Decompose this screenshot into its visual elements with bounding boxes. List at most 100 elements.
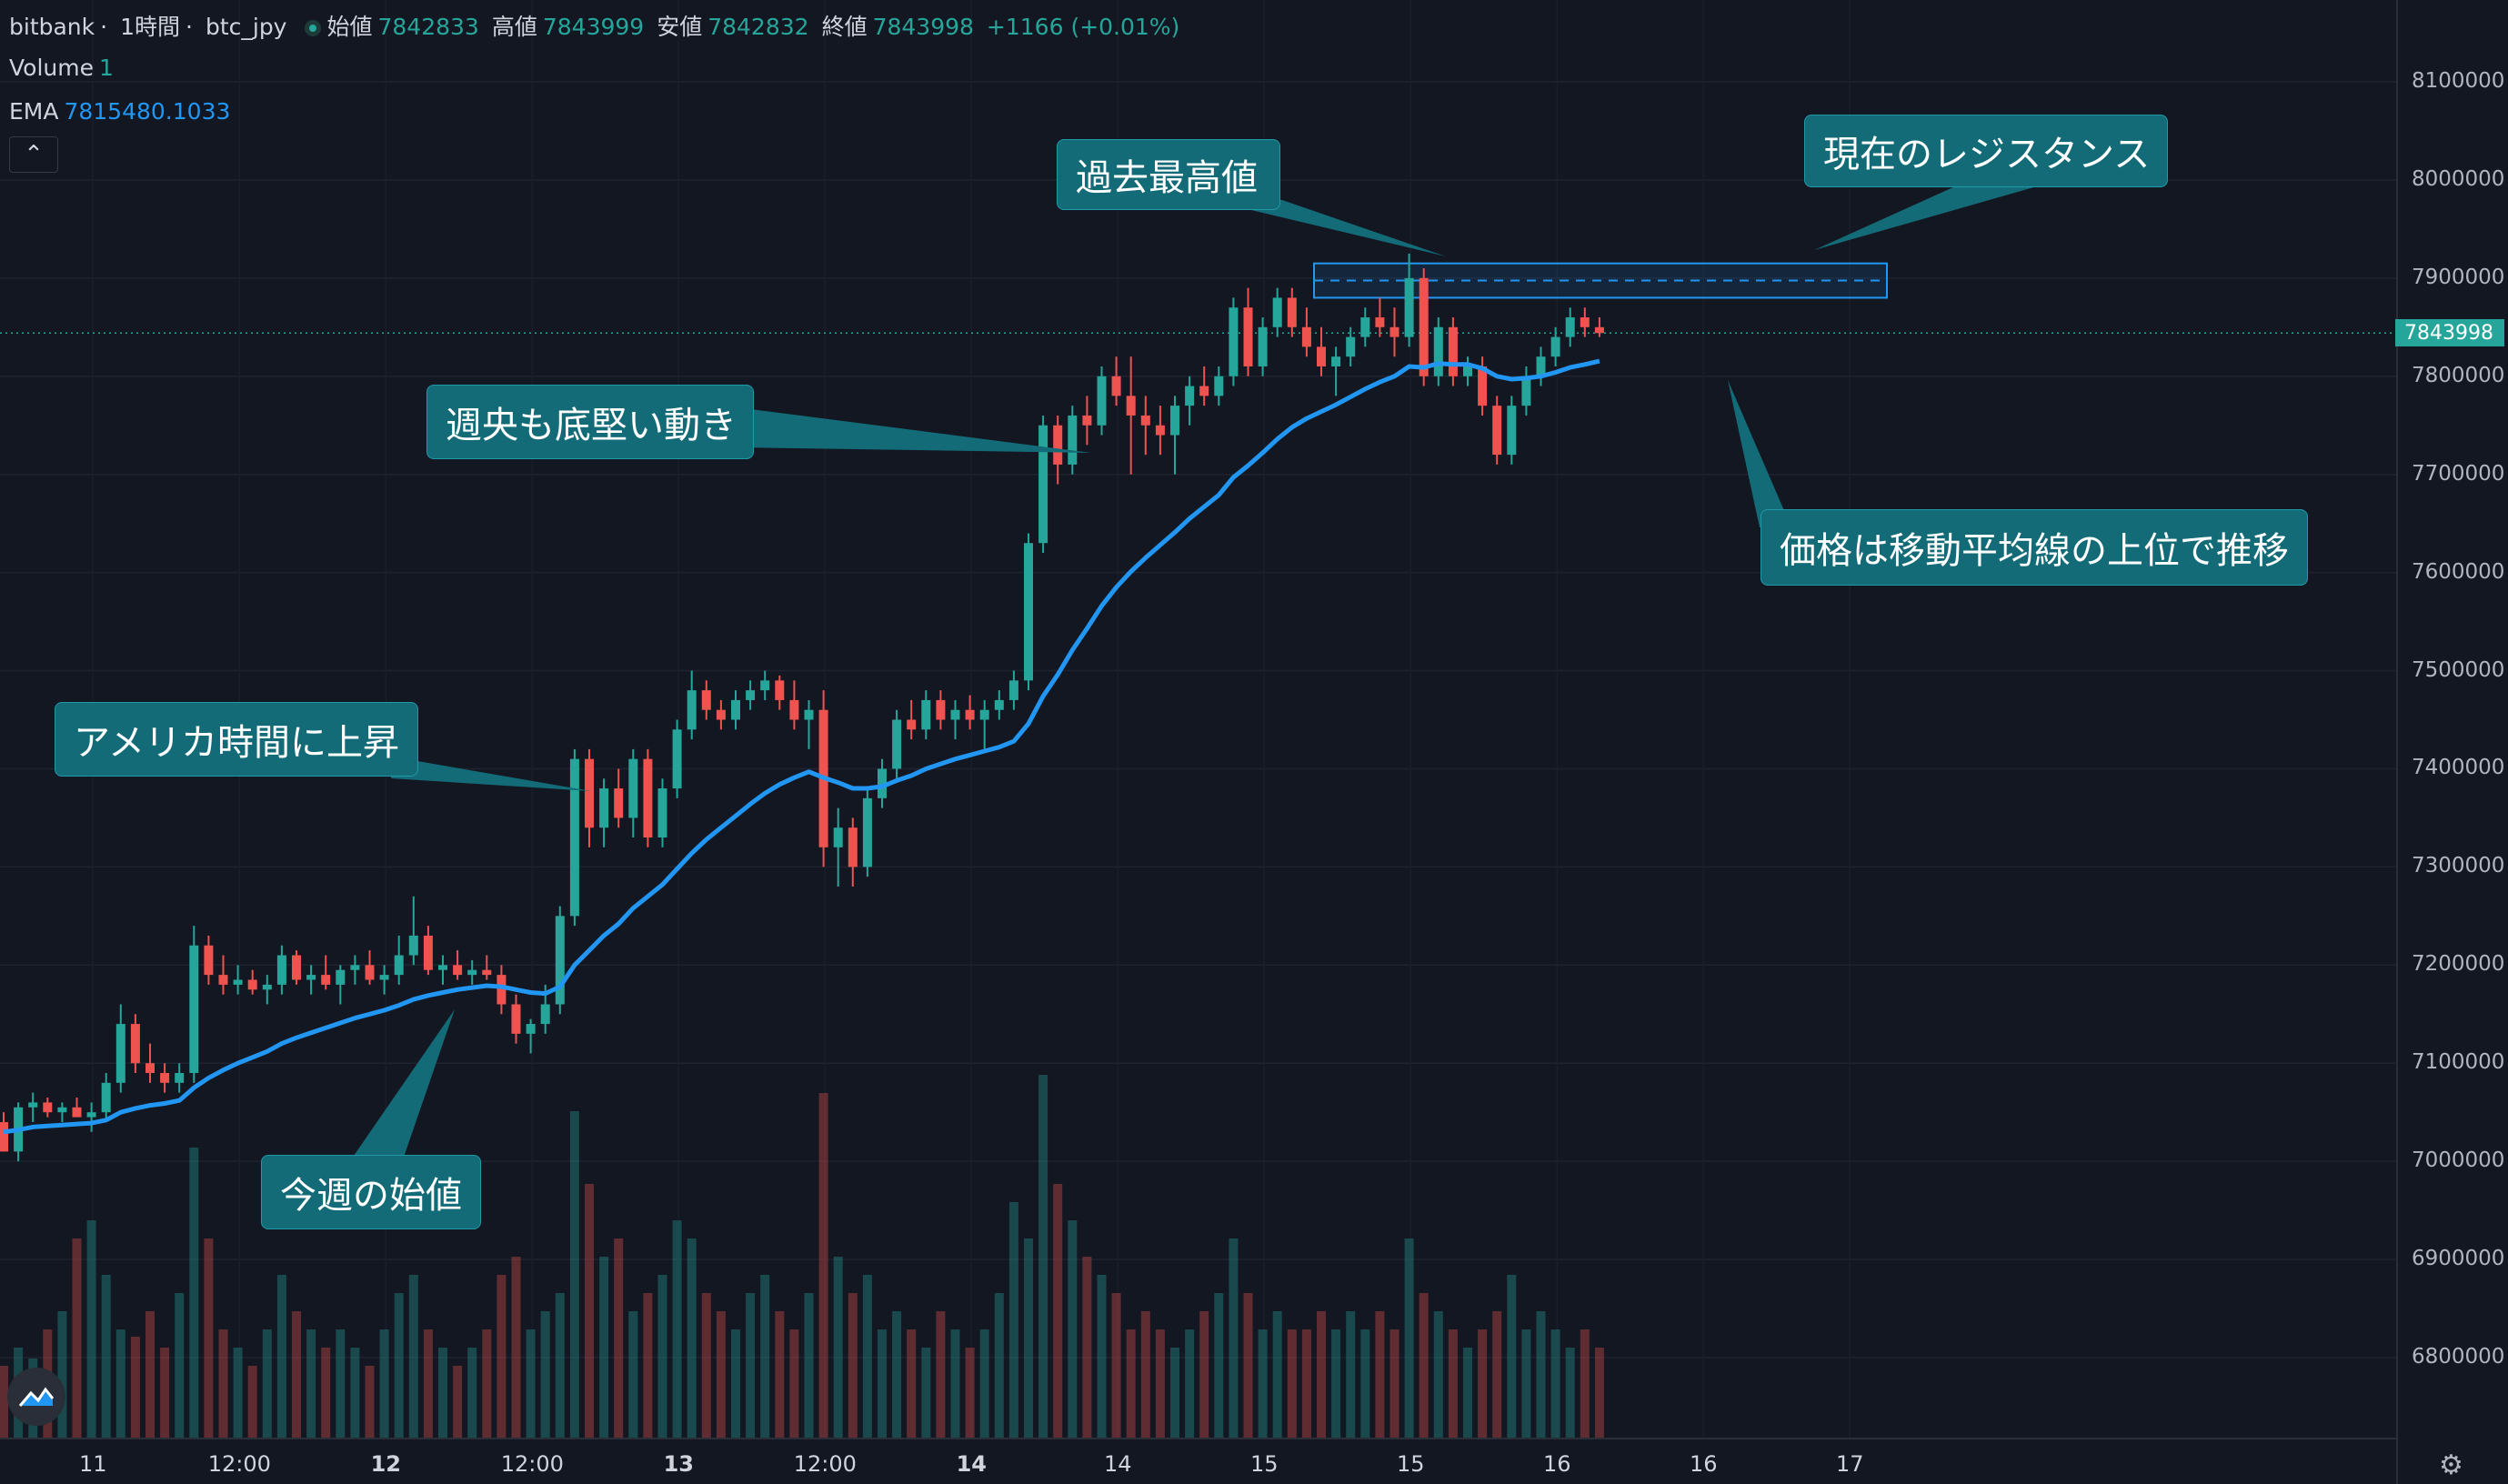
volume-bar [262, 1329, 272, 1439]
volume-bar [1053, 1184, 1063, 1439]
volume-bar [1068, 1220, 1078, 1439]
candle [1243, 287, 1253, 376]
candle [1521, 366, 1531, 416]
candle [716, 699, 726, 730]
volume-bar [1272, 1311, 1282, 1439]
volume-bar [130, 1337, 140, 1439]
symbol-name[interactable]: btc_jpy [205, 14, 287, 40]
candle [950, 699, 960, 740]
candle [1536, 346, 1546, 386]
ema-legend[interactable]: EMA 7815480.1033 [9, 98, 231, 125]
volume-bar [1097, 1275, 1107, 1439]
candle [72, 1098, 82, 1118]
exchange-name[interactable]: bitbank [9, 14, 95, 40]
candle [760, 670, 770, 700]
volume-bar [453, 1366, 463, 1439]
candle [687, 670, 697, 740]
candle [497, 965, 507, 1015]
candle [453, 950, 463, 980]
candle [979, 699, 989, 749]
candle [1331, 346, 1341, 396]
volume-bar [979, 1329, 989, 1439]
candle [336, 965, 346, 1005]
volume-bar [321, 1348, 331, 1439]
volume-bar [276, 1275, 286, 1439]
volume-bar [511, 1257, 521, 1439]
candle [1097, 366, 1107, 436]
volume-bar [1170, 1348, 1179, 1439]
candle [175, 1063, 185, 1093]
volume-bar [72, 1238, 82, 1439]
volume-bar [687, 1238, 697, 1439]
volume-bar [233, 1348, 243, 1439]
volume-bar [1478, 1329, 1488, 1439]
collapse-legend-button[interactable]: ⌃ [9, 136, 58, 173]
candle [848, 817, 858, 887]
candle [555, 906, 565, 1015]
volume-bar [907, 1329, 917, 1439]
volume-bar [1287, 1329, 1297, 1439]
candle [804, 699, 814, 749]
volume-bar [1521, 1329, 1531, 1439]
callout-midweek: 週央も底堅い動き [426, 385, 754, 459]
volume-bar [818, 1093, 828, 1439]
volume-bar [760, 1275, 770, 1439]
volume-bar [336, 1329, 346, 1439]
volume-bar [833, 1257, 843, 1439]
volume-bar [965, 1348, 975, 1439]
volume-bar [1565, 1348, 1575, 1439]
gear-icon[interactable]: ⚙ [2439, 1449, 2463, 1481]
volume-bar [350, 1348, 360, 1439]
symbol-header: bitbank · 1時間 · btc_jpy 始値 7842833 高値 7843999 安値 7… [9, 14, 1180, 40]
time-tick-label: 17 [1836, 1451, 1864, 1477]
volume-bar [1199, 1311, 1209, 1439]
candle [350, 955, 360, 985]
price-tick-label: 6900000 [2412, 1247, 2505, 1271]
price-tick-label: 7800000 [2412, 363, 2505, 387]
candle [467, 959, 477, 985]
pointer-midweek [737, 407, 1091, 453]
time-tick-label: 15 [1397, 1451, 1425, 1477]
volume-bar [423, 1329, 433, 1439]
candle [1024, 533, 1033, 691]
tradingview-logo-icon[interactable] [7, 1368, 65, 1426]
candle [160, 1063, 170, 1093]
pointer-resistance [1814, 186, 2037, 250]
candle [1346, 326, 1356, 366]
volume-legend[interactable]: Volume 1 [9, 55, 114, 81]
volume-bar [1258, 1329, 1268, 1439]
candle [1360, 307, 1370, 347]
volume-bar [540, 1311, 550, 1439]
ema-line [3, 358, 1600, 1135]
volume-bar [614, 1238, 624, 1439]
volume-bar [1507, 1275, 1517, 1439]
price-tick-label: 7700000 [2412, 461, 2505, 486]
volume-bar [1140, 1311, 1150, 1439]
candle [204, 935, 214, 985]
volume-bar [569, 1111, 579, 1439]
volume-bar [1419, 1293, 1429, 1439]
volume-bar [1389, 1329, 1399, 1439]
volume-bar [1155, 1329, 1165, 1439]
volume-bar [1594, 1348, 1604, 1439]
candle [907, 699, 917, 740]
candle [1317, 326, 1326, 376]
volume-bar [1550, 1329, 1560, 1439]
volume-bar [555, 1293, 565, 1439]
interval[interactable]: 1時間 [120, 14, 180, 40]
candle [276, 945, 286, 995]
candle [130, 1014, 140, 1074]
status-dot-icon [305, 20, 322, 36]
candle [1140, 396, 1150, 456]
volume-bar [1580, 1329, 1590, 1439]
pointer-us-hours [391, 757, 591, 791]
volume-bar [789, 1329, 799, 1439]
time-tick-label: 12 [370, 1451, 401, 1477]
candle [1404, 253, 1414, 347]
volume-bar [862, 1275, 872, 1439]
candle [365, 950, 375, 985]
volume-bar [672, 1220, 682, 1439]
price-tick-label: 7900000 [2412, 265, 2505, 289]
candle [775, 675, 785, 710]
volume-bar [731, 1329, 740, 1439]
